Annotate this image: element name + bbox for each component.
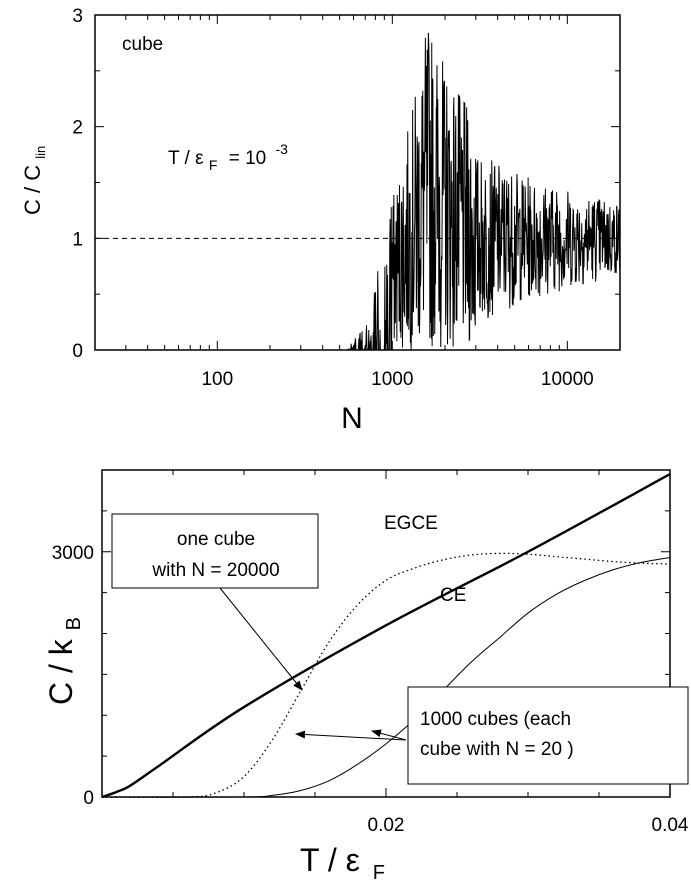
- top-plot-area: [94, 14, 621, 351]
- bottom-chart: 0.02 0.04 0 3000 EGCE CE one cube with N = …: [43, 469, 689, 884]
- top-series-line: [95, 32, 621, 351]
- series-one-cube: [101, 473, 671, 799]
- top-formula-sup: -3: [276, 141, 289, 157]
- top-xtick-label: 10000: [541, 369, 594, 390]
- box-many-cubes-frame: [407, 686, 689, 785]
- top-ylabel-sub: lin: [33, 146, 48, 159]
- box-many-cubes-line1: 1000 cubes (each: [420, 709, 571, 730]
- bottom-xlabel: T / ε F: [300, 842, 385, 884]
- top-ytick-label: 2: [72, 118, 83, 139]
- box-one-cube-frame: [111, 513, 319, 589]
- top-ylabel-main: C / C: [20, 165, 45, 215]
- top-formula-lhs: T / ε: [168, 148, 204, 169]
- box-one-cube-line1: one cube: [177, 529, 255, 550]
- bottom-ytick-label: 3000: [52, 543, 94, 564]
- top-formula-sub: F: [209, 157, 218, 173]
- bottom-ylabel-sub: B: [63, 617, 85, 630]
- top-ticks: 100 1000 10000 0 1 2 3: [72, 6, 621, 390]
- arrow-to-ce: [371, 729, 407, 741]
- bottom-ytick-label: 0: [83, 788, 94, 809]
- top-ytick-label: 0: [72, 341, 83, 362]
- box-many-cubes-line2: cube with N = 20 ): [420, 739, 574, 760]
- bottom-xtick-label: 0.04: [652, 815, 689, 836]
- arrow-one-cube: [219, 587, 303, 691]
- bottom-ylabel-main: C / k: [43, 638, 79, 705]
- arrow-to-egce: [295, 730, 407, 741]
- bottom-xtick-label: 0.02: [368, 815, 405, 836]
- top-annotation: cube: [122, 34, 163, 55]
- top-ytick-label: 1: [72, 229, 83, 250]
- box-one-cube: one cube with N = 20000: [111, 513, 319, 589]
- top-formula-eq: = 10: [229, 148, 267, 169]
- bottom-xlabel-sub: F: [373, 862, 385, 884]
- top-xlabel: N: [341, 402, 363, 435]
- top-ylabel: C / C lin: [20, 146, 48, 215]
- bottom-xlabel-main: T / ε: [300, 842, 360, 878]
- label-egce: EGCE: [384, 513, 438, 534]
- bottom-ylabel: C / k B: [43, 617, 85, 705]
- label-ce: CE: [440, 585, 466, 606]
- box-one-cube-line2: with N = 20000: [151, 560, 279, 581]
- top-xtick-label: 100: [201, 369, 233, 390]
- bottom-ticks: 0.02 0.04 0 3000: [52, 469, 689, 836]
- top-formula: T / ε F = 10 -3: [168, 141, 288, 175]
- series-egce: [101, 552, 671, 798]
- box-many-cubes: 1000 cubes (each cube with N = 20 ): [407, 686, 689, 785]
- top-chart: 100 1000 10000 0 1 2 3 cube T / ε F = 10 -3 C …: [20, 6, 621, 435]
- top-xtick-label: 1000: [371, 369, 413, 390]
- top-plot-frame: [94, 14, 621, 351]
- top-ytick-label: 3: [72, 6, 83, 27]
